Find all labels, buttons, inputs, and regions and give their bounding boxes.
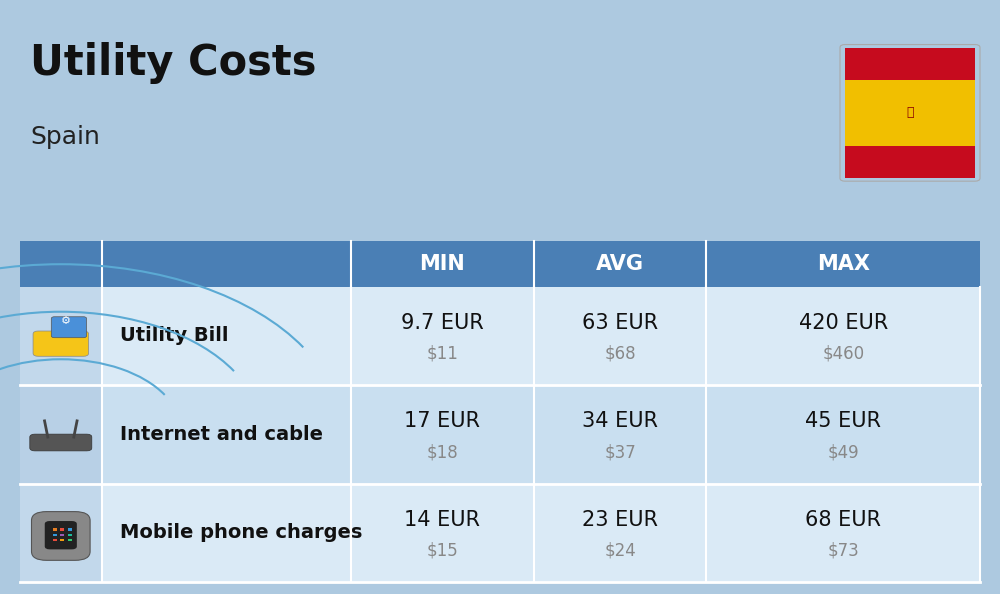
Text: 🛡: 🛡 <box>906 106 914 119</box>
Text: Utility Bill: Utility Bill <box>120 327 228 346</box>
FancyBboxPatch shape <box>51 317 87 338</box>
Text: 63 EUR: 63 EUR <box>582 313 658 333</box>
Bar <box>60 528 64 530</box>
Text: $73: $73 <box>827 542 859 560</box>
Text: $68: $68 <box>604 345 636 363</box>
Bar <box>53 528 57 530</box>
Text: 9.7 EUR: 9.7 EUR <box>401 313 484 333</box>
Bar <box>68 533 72 536</box>
Text: AVG: AVG <box>596 254 644 274</box>
Bar <box>845 146 975 178</box>
Text: Internet and cable: Internet and cable <box>120 425 323 444</box>
Text: $37: $37 <box>604 443 636 461</box>
Bar <box>60 539 64 541</box>
Text: ⚙: ⚙ <box>61 316 71 326</box>
Bar <box>53 539 57 541</box>
Bar <box>845 48 975 80</box>
Text: MAX: MAX <box>817 254 870 274</box>
Text: 14 EUR: 14 EUR <box>404 510 480 530</box>
Bar <box>102 385 980 484</box>
FancyBboxPatch shape <box>33 331 89 356</box>
Bar <box>102 287 980 385</box>
Text: $24: $24 <box>604 542 636 560</box>
Text: $15: $15 <box>427 542 458 560</box>
Bar <box>20 241 980 287</box>
Text: 45 EUR: 45 EUR <box>805 411 881 431</box>
Text: 68 EUR: 68 EUR <box>805 510 881 530</box>
Bar <box>20 385 102 484</box>
Bar <box>53 533 57 536</box>
Text: $18: $18 <box>427 443 458 461</box>
Text: 420 EUR: 420 EUR <box>799 313 888 333</box>
Text: 23 EUR: 23 EUR <box>582 510 658 530</box>
FancyBboxPatch shape <box>45 521 77 549</box>
Text: 17 EUR: 17 EUR <box>404 411 480 431</box>
Text: Utility Costs: Utility Costs <box>30 42 316 84</box>
Text: $49: $49 <box>827 443 859 461</box>
Text: Spain: Spain <box>30 125 100 148</box>
Text: $460: $460 <box>822 345 864 363</box>
Text: $11: $11 <box>426 345 458 363</box>
Bar <box>20 484 102 582</box>
Bar <box>68 528 72 530</box>
Bar <box>68 539 72 541</box>
Text: MIN: MIN <box>420 254 465 274</box>
FancyBboxPatch shape <box>32 511 90 560</box>
Bar <box>60 533 64 536</box>
Text: Mobile phone charges: Mobile phone charges <box>120 523 362 542</box>
Bar <box>20 287 102 385</box>
Text: 34 EUR: 34 EUR <box>582 411 658 431</box>
FancyBboxPatch shape <box>30 434 92 451</box>
Bar <box>102 484 980 582</box>
Bar <box>845 80 975 146</box>
